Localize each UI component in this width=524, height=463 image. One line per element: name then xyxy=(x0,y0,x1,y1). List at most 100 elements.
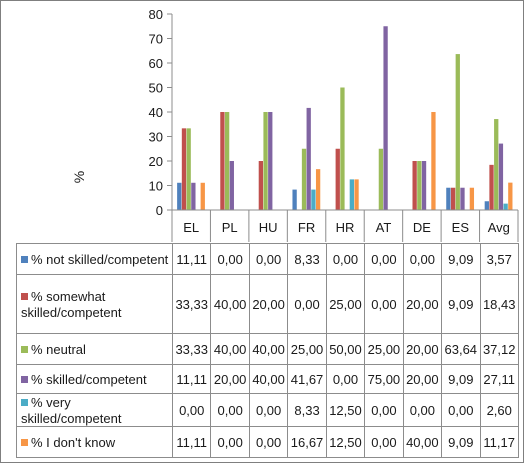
data-cell: 11,11 xyxy=(171,426,212,459)
data-cell: 0,00 xyxy=(287,274,327,334)
data-cell: 20,00 xyxy=(402,274,443,334)
bar xyxy=(292,189,297,210)
x-axis: EL PL HU FR HR AT DE ES Avg xyxy=(171,209,519,242)
data-cell: 9,09 xyxy=(441,274,481,334)
bar xyxy=(191,182,196,210)
bar xyxy=(177,182,182,210)
bar xyxy=(508,182,513,210)
data-cell: 8,33 xyxy=(287,243,327,275)
x-tick-label: ES xyxy=(452,220,470,235)
data-cell: 0,00 xyxy=(364,426,404,459)
data-cell: 12,50 xyxy=(325,392,366,428)
x-tick-label: DE xyxy=(413,220,431,235)
y-tick-label: 70 xyxy=(149,32,163,47)
bar xyxy=(306,107,311,210)
y-tick-label: 0 xyxy=(156,203,163,218)
data-cell: 50,00 xyxy=(325,333,366,365)
data-cell: 40,00 xyxy=(248,364,289,394)
data-cell: 33,33 xyxy=(171,333,212,365)
y-tick-label: 10 xyxy=(149,179,163,194)
y-axis-label: % xyxy=(71,171,87,183)
data-cell: 40,00 xyxy=(402,426,443,459)
bar xyxy=(268,112,273,210)
bar xyxy=(450,187,456,210)
table-row: % neutral 33,33 40,00 40,00 25,00 50,00 25,00 2… xyxy=(16,333,519,365)
bar xyxy=(484,201,489,210)
bar xyxy=(503,203,508,210)
legend-color-key xyxy=(21,256,28,264)
bar xyxy=(229,161,234,210)
data-cell: 11,17 xyxy=(479,426,519,459)
data-cell: 20,00 xyxy=(402,364,443,394)
series-name: % skilled/competent xyxy=(31,372,147,388)
legend-color-key xyxy=(21,293,28,300)
x-tick-label: AT xyxy=(376,220,392,235)
bar xyxy=(186,128,191,210)
data-cell: 20,00 xyxy=(402,333,443,365)
data-table: % not skilled/competent 11,11 0,00 0,00 8,33… xyxy=(16,243,519,459)
data-cell: 40,00 xyxy=(248,333,289,365)
bar xyxy=(469,187,475,210)
data-cell: 0,00 xyxy=(364,392,404,428)
data-cell: 0,00 xyxy=(364,274,404,334)
data-cell: 63,64 xyxy=(441,333,481,365)
data-cell: 0,00 xyxy=(364,243,404,275)
data-cell: 0,00 xyxy=(402,392,443,428)
data-cell: 0,00 xyxy=(441,392,481,428)
data-cell: 0,00 xyxy=(248,392,289,428)
series-name: % not skilled/competent xyxy=(31,252,169,268)
bar xyxy=(431,112,436,210)
data-cell: 0,00 xyxy=(210,426,250,459)
data-cell: 0,00 xyxy=(325,243,366,275)
data-cell: 0,00 xyxy=(248,426,289,459)
data-cell: 40,00 xyxy=(210,333,250,365)
bar xyxy=(258,161,264,210)
bar xyxy=(301,148,307,210)
y-axis: 0 10 20 30 40 50 60 70 80 xyxy=(149,7,173,218)
series-name: % neutral xyxy=(31,342,86,358)
bar xyxy=(349,179,354,211)
data-cell: 12,50 xyxy=(325,426,366,459)
series-legend-cell: % somewhat skilled/competent xyxy=(16,274,173,334)
data-cell: 27,11 xyxy=(479,364,519,394)
data-cell: 18,43 xyxy=(479,274,519,334)
bar xyxy=(446,187,451,210)
y-tick-label: 20 xyxy=(149,154,163,169)
bar xyxy=(421,161,427,210)
legend-color-key xyxy=(21,439,28,447)
series-legend-cell: % very skilled/competent xyxy=(16,392,173,428)
legend-color-key xyxy=(21,346,28,354)
data-cell: 41,67 xyxy=(287,364,327,394)
x-tick-label: EL xyxy=(183,220,199,235)
data-cell: 0,00 xyxy=(210,243,250,275)
series-name: % very skilled/competent xyxy=(21,395,122,427)
data-cell: 11,11 xyxy=(171,364,212,394)
bar xyxy=(498,143,504,210)
x-tick-label: FR xyxy=(298,220,315,235)
data-cell: 20,00 xyxy=(210,364,250,394)
y-tick-label: 80 xyxy=(149,7,163,22)
bar xyxy=(311,189,316,210)
series-legend-cell: % I don't know xyxy=(16,426,173,459)
data-cell: 40,00 xyxy=(210,274,250,334)
x-tick-label: Avg xyxy=(488,220,510,235)
bar xyxy=(315,169,321,210)
data-cell: 37,12 xyxy=(479,333,519,365)
x-tick-label: HU xyxy=(259,220,278,235)
bar xyxy=(340,87,345,210)
data-cell: 33,33 xyxy=(171,274,212,334)
bar-series-group xyxy=(177,26,513,211)
data-cell: 0,00 xyxy=(248,243,289,275)
data-cell: 25,00 xyxy=(287,333,327,365)
bar xyxy=(460,187,465,210)
bar xyxy=(417,161,422,210)
data-cell: 9,09 xyxy=(441,364,481,394)
bar xyxy=(383,26,388,210)
table-row: % not skilled/competent 11,11 0,00 0,00 8,33… xyxy=(16,243,519,275)
bar xyxy=(489,164,494,210)
y-tick-label: 50 xyxy=(149,81,163,96)
data-cell: 9,09 xyxy=(441,243,481,275)
y-tick-label: 30 xyxy=(149,130,163,145)
series-name: % I don't know xyxy=(31,435,116,451)
data-cell: 0,00 xyxy=(210,392,250,428)
